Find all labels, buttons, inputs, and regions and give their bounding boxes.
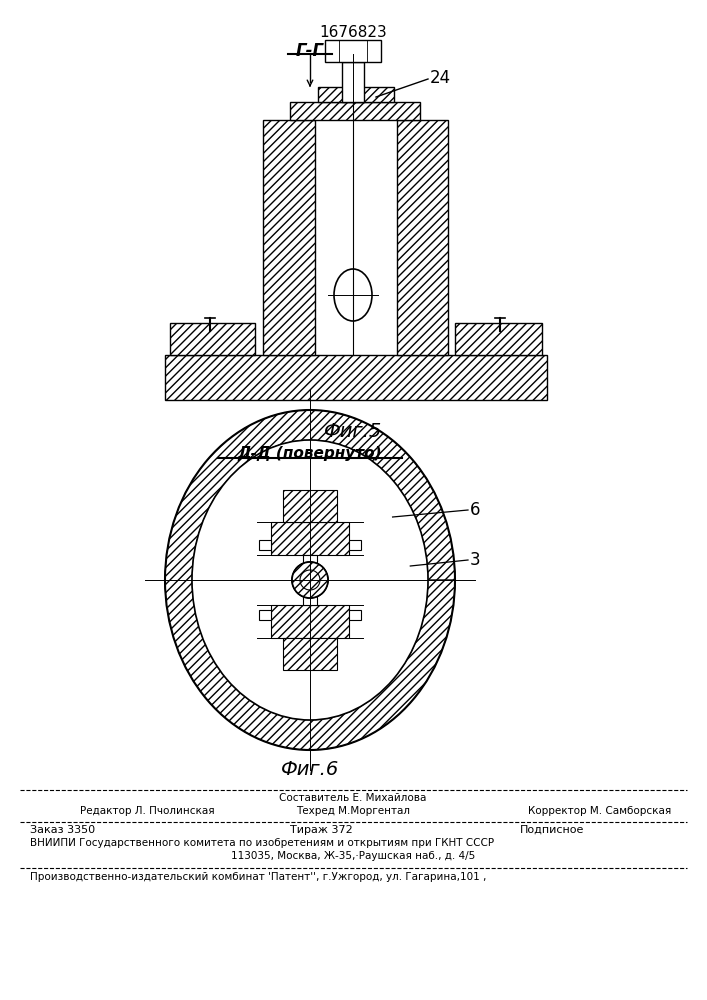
Text: ВНИИПИ Государственного комитета по изобретениям и открытиям при ГКНТ СССР: ВНИИПИ Государственного комитета по изоб… xyxy=(30,838,494,848)
Text: Д-Д (повернуто): Д-Д (повернуто) xyxy=(238,446,382,461)
Text: 1676823: 1676823 xyxy=(319,25,387,40)
Text: Подписное: Подписное xyxy=(520,825,585,835)
Polygon shape xyxy=(349,610,361,620)
Ellipse shape xyxy=(292,562,328,598)
Text: Корректор М. Самборская: Корректор М. Самборская xyxy=(528,806,672,816)
Polygon shape xyxy=(165,355,547,400)
Text: Фиг.6: Фиг.6 xyxy=(281,760,339,779)
Text: 3: 3 xyxy=(470,551,481,569)
Text: 24: 24 xyxy=(430,69,451,87)
Text: Производственно-издательский комбинат 'Патент'', г.Ужгород, ул. Гагарина,101 ,: Производственно-издательский комбинат 'П… xyxy=(30,872,486,882)
Polygon shape xyxy=(259,540,271,550)
Ellipse shape xyxy=(192,440,428,720)
Polygon shape xyxy=(455,323,542,355)
Polygon shape xyxy=(397,120,448,355)
Polygon shape xyxy=(349,540,361,550)
Polygon shape xyxy=(263,120,315,355)
Polygon shape xyxy=(290,102,420,120)
Polygon shape xyxy=(170,323,255,355)
Polygon shape xyxy=(292,562,328,598)
Text: Г-Г: Г-Г xyxy=(296,42,324,60)
Polygon shape xyxy=(259,610,271,620)
Polygon shape xyxy=(283,638,337,670)
Polygon shape xyxy=(165,410,455,750)
Text: Заказ 3350: Заказ 3350 xyxy=(30,825,95,835)
Text: Составитель Е. Михайлова: Составитель Е. Михайлова xyxy=(279,793,427,803)
Polygon shape xyxy=(283,490,337,522)
Polygon shape xyxy=(325,40,381,62)
Text: Тираж 372: Тираж 372 xyxy=(290,825,353,835)
Text: 113035, Москва, Ж-35,·Раушская наб., д. 4/5: 113035, Москва, Ж-35,·Раушская наб., д. … xyxy=(231,851,475,861)
Polygon shape xyxy=(318,87,394,102)
Polygon shape xyxy=(342,62,364,102)
Ellipse shape xyxy=(334,269,372,321)
Polygon shape xyxy=(271,605,349,638)
Text: Редактор Л. Пчолинская: Редактор Л. Пчолинская xyxy=(80,806,215,816)
Polygon shape xyxy=(271,522,349,555)
Text: Фиг.5: Фиг.5 xyxy=(324,422,382,441)
Text: Техред М.Моргентал: Техред М.Моргентал xyxy=(296,806,410,816)
Polygon shape xyxy=(303,555,317,605)
Text: 6: 6 xyxy=(470,501,481,519)
